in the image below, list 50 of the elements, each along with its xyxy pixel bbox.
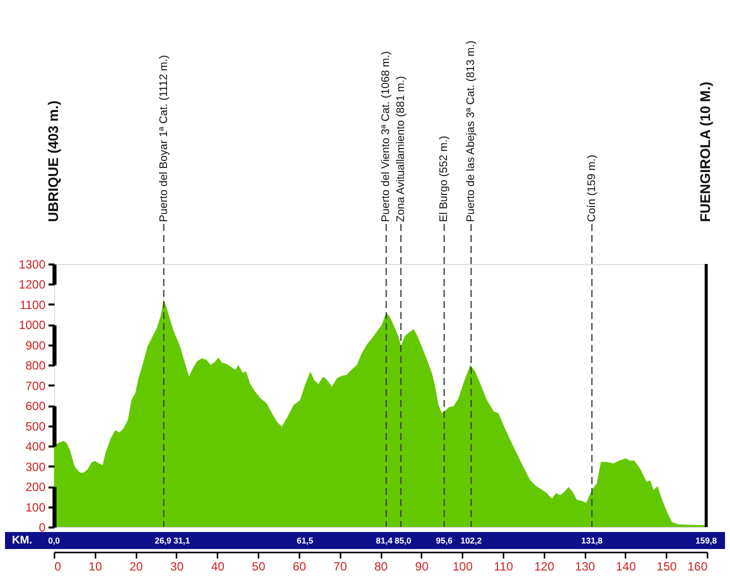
x2-axis-title: KM.: [12, 534, 32, 546]
x2-tick-label: 85,0: [394, 536, 412, 546]
y-tick-label: 300: [25, 460, 46, 474]
y-tick-label: 1000: [18, 318, 46, 332]
y-tick-label: 200: [25, 480, 46, 494]
x-tick-label: 0: [54, 560, 62, 574]
ref-line-label: Zona Avituallamiento (881 m.): [394, 76, 407, 222]
ref-line-label: Puerto de las Abejas 3ª Cat. (813 m.): [465, 40, 478, 222]
x-tick-label: 70: [334, 560, 348, 574]
y-tick-label: 0: [38, 520, 46, 534]
x-tick-label: 60: [292, 560, 306, 574]
x-tick-label: 100: [452, 560, 473, 574]
ref-line-label: El Burgo (552 m.): [438, 136, 450, 222]
x2-tick-label: 131,8: [581, 536, 603, 546]
y-tick-label: 500: [25, 419, 46, 434]
x-tick-label: 50: [252, 560, 266, 574]
x2-tick-label: 95,6: [436, 536, 453, 546]
x2-tick-label: 61,5: [296, 536, 314, 546]
y-tick-label: 700: [25, 378, 46, 393]
x-tick-label: 20: [129, 560, 144, 574]
y-tick-label: 400: [25, 440, 46, 454]
x-tick-label: 10: [88, 560, 102, 574]
y-tick-label: 1300: [18, 258, 46, 272]
y-tick-label: 800: [25, 358, 46, 373]
y-tick-label: 900: [25, 338, 46, 352]
x-tick-label: 40: [211, 560, 225, 574]
x2-tick-label: 31,1: [173, 536, 190, 546]
x-tick-label: 160: [687, 560, 708, 574]
x-tick-label: 30: [170, 560, 184, 574]
x-tick-label: 120: [534, 560, 555, 574]
text: UBRIQUE (403 m.): [45, 100, 61, 222]
x-tick-label: 130: [575, 560, 596, 574]
x-tick-label: 140: [616, 560, 636, 574]
y-tick-label: 600: [25, 399, 46, 414]
ref-line-label: Puerto del Boyar 1ª Cat. (1112 m.): [158, 55, 170, 222]
x-tick-label: 80: [374, 560, 388, 574]
x2-tick-label: 159,8: [696, 536, 718, 546]
x-tick-label: 90: [415, 560, 429, 574]
x2-tick-label: 102,2: [460, 536, 482, 546]
text: FUENGIROLA (10 M.): [697, 82, 714, 222]
y-tick-label: 1100: [20, 298, 46, 312]
y-tick-label: 1200: [18, 278, 46, 292]
y-tick-label: 100: [25, 500, 46, 514]
x2-tick-label: 26,9: [154, 536, 172, 546]
x-tick-label: 150: [656, 560, 678, 574]
x2-tick-label: 0,0: [48, 536, 60, 546]
ref-line-label: Puerto del Viento 3ª Cat. (1068 m.): [380, 51, 392, 222]
ref-line-label: Coín (159 m.): [586, 154, 598, 222]
x2-tick-label: 81,4: [376, 536, 393, 546]
x-tick-label: 110: [494, 560, 514, 574]
